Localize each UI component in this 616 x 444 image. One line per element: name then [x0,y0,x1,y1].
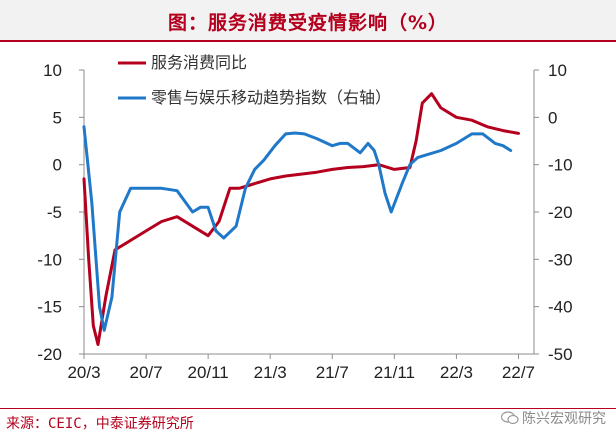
watermark-text: 陈兴宏观研究 [522,411,606,427]
y-left-tick-label: 5 [53,108,62,127]
source-divider [0,408,616,409]
x-tick-label: 21/7 [316,363,349,382]
chart-legend: 服务消费同比 零售与娱乐移动趋势指数（右轴） [118,54,391,107]
chart-lines [82,92,520,346]
x-tick-label: 20/11 [187,363,228,382]
y-left-tick-label: -10 [37,250,62,269]
y-left-tick-label: -20 [37,345,62,364]
wechat-icon [500,411,519,425]
legend-label-retail: 零售与娱乐移动趋势指数（右轴） [151,89,391,107]
x-tick-label: 22/7 [502,363,535,382]
y-right-tick-label: -20 [548,203,573,222]
y-right-tick-label: 10 [548,61,567,80]
series-line-service [82,92,520,346]
y-left-tick-label: -5 [47,203,62,222]
y-right-tick-label: -30 [548,250,573,269]
x-tick-label: 20/7 [130,363,163,382]
y-right-tick-label: 0 [548,108,557,127]
x-tick-label: 22/3 [440,363,473,382]
y-left-tick-label: 10 [43,61,62,80]
title-bar: 图：服务消费受疫情影响（%） [0,0,616,42]
x-tick-label: 21/3 [254,363,287,382]
y-left-tick-label: 0 [53,156,62,175]
y-left-tick-label: -15 [37,298,62,317]
x-tick-label: 20/3 [67,363,100,382]
watermark: 陈兴宏观研究 [500,408,606,428]
y-right-tick-label: -40 [548,298,573,317]
legend-label-service: 服务消费同比 [151,54,247,72]
x-tick-label: 21/11 [374,363,415,382]
series-line-retail [82,125,513,332]
y-right-tick-label: -50 [548,345,573,364]
y-right-tick-label: -10 [548,156,573,175]
chart-title: 图：服务消费受疫情影响（%） [167,12,449,34]
source-note: 来源：CEIC，中泰证券研究所 [6,416,194,432]
